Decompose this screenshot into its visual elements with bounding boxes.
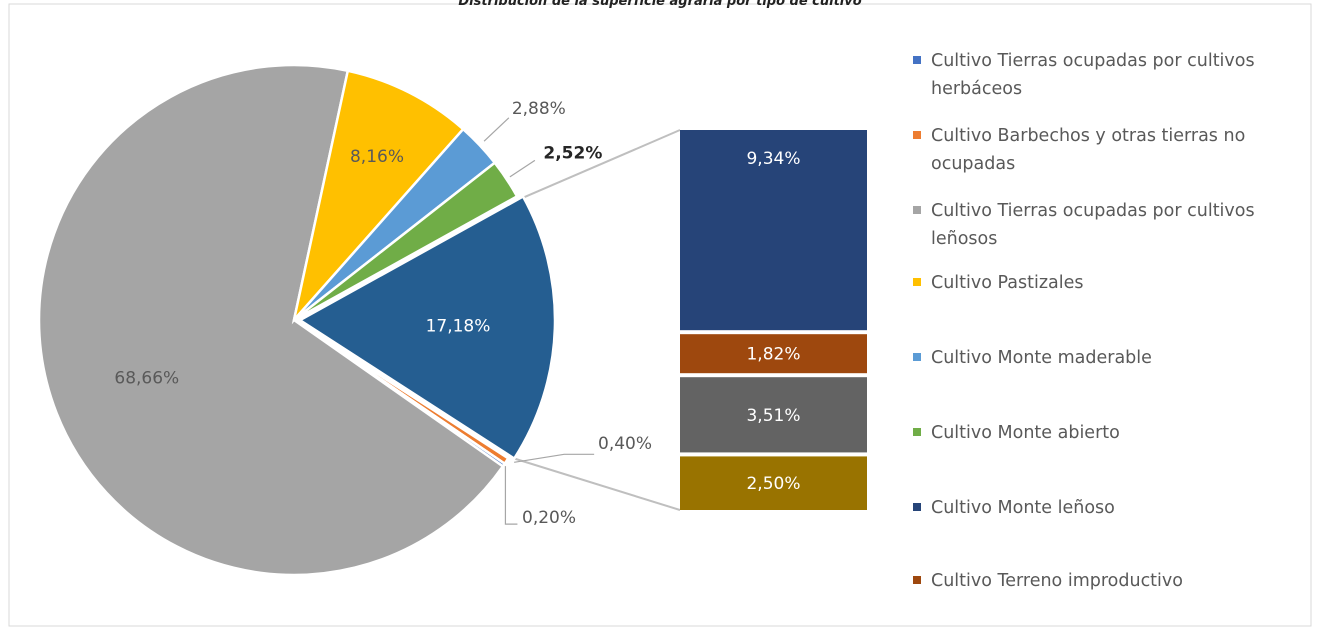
legend-label-cultivo-monte-maderable: Cultivo Monte maderable [931,348,1152,368]
bar-segment-item-3 [680,377,867,453]
data-label-cultivo-barbechos-y-otras-tierras-no-ocupadas: 0,40% [598,434,652,454]
legend-swatch-cultivo-barbechos-y-otras-tierras-no-ocupadas [913,131,921,139]
pie-slice-cultivo-pastizales [291,69,465,325]
legend-swatch-cultivo-monte-abierto [913,428,921,436]
legend-swatch-cultivo-tierras-ocupadas-por-cultivos-herbaceos [913,56,921,64]
legend-label-cultivo-tierras-ocupadas-por-cultivos-lenosos: Cultivo Tierras ocupadas por cultivos [931,201,1255,221]
leader-monte-abierto [509,159,536,178]
data-label-cultivo-tierras-ocupadas-por-cultivos-lenosos: 68,66% [114,369,179,389]
legend-label-cultivo-monte-lenoso: Cultivo Monte leñoso [931,498,1115,518]
legend: Cultivo Tierras ocupadas por cultivos her… [913,51,1255,591]
pie-slice-cultivo-tierras-ocupadas-por-cultivos-lenosos [37,63,505,577]
data-label-other: 0,20% [522,508,576,528]
pie-slice-cultivo-tierras-ocupadas-por-cultivos-herbaceos [297,194,557,461]
bar-segment-cultivo-monte-lenoso [680,130,867,331]
legend-label-cultivo-monte-abierto: Cultivo Monte abierto [931,423,1120,443]
legend-label-cultivo-barbechos-y-otras-tierras-no-ocupadas-line2: ocupadas [931,154,1015,174]
connector-top [520,129,681,200]
leader-barbechos [514,453,595,463]
data-label-cultivo-pastizales: 8,16% [350,147,404,167]
data-labels: 17,18% 68,66% 8,16% 2,88% 2,52% 0,40% 0,20% 9,3… [114,99,800,528]
bar-segment-item-4 [680,456,867,510]
chart-title: Distribución de la superficie agraria po… [458,0,861,9]
legend-swatch-cultivo-pastizales [913,278,921,286]
legend-label-cultivo-barbechos-y-otras-tierras-no-ocupadas: Cultivo Barbechos y otras tierras no [931,126,1245,146]
legend-swatch-cultivo-monte-lenoso [913,503,921,511]
data-label-cultivo-monte-abierto: 2,52% [543,143,602,163]
legend-label-cultivo-tierras-ocupadas-por-cultivos-herbaceos: Cultivo Tierras ocupadas por cultivos [931,51,1255,71]
data-label-cultivo-monte-maderable: 2,88% [512,99,566,119]
bar-label-cultivo-monte-lenoso: 9,34% [746,149,800,169]
legend-swatch-cultivo-monte-maderable [913,353,921,361]
bar-label-cultivo-terreno-improductivo: 1,82% [746,345,800,365]
legend-label-cultivo-tierras-ocupadas-por-cultivos-herbaceos-line2: herbáceos [931,79,1022,99]
bar-label-item-4: 2,50% [746,474,800,494]
legend-swatch-cultivo-terreno-improductivo [913,576,921,584]
stacked-bar-group [680,130,867,510]
leader-monte-maderable [483,117,510,142]
connector-bottom [513,457,681,511]
pie-group [37,63,557,577]
data-label-cultivo-tierras-ocupadas-por-cultivos-herbaceos: 17,18% [426,317,491,337]
legend-label-cultivo-terreno-improductivo: Cultivo Terreno improductivo [931,571,1183,591]
legend-swatch-cultivo-tierras-ocupadas-por-cultivos-lenosos [913,206,921,214]
bar-segment-cultivo-terreno-improductivo [680,334,867,374]
connector-lines [483,117,681,525]
legend-label-cultivo-pastizales: Cultivo Pastizales [931,273,1084,293]
legend-label-cultivo-tierras-ocupadas-por-cultivos-lenosos-line2: leñosos [931,229,997,249]
pie-slice-cultivo-monte-abierto [293,160,519,322]
leader-other [504,466,518,525]
bar-label-item-3: 3,51% [746,406,800,426]
